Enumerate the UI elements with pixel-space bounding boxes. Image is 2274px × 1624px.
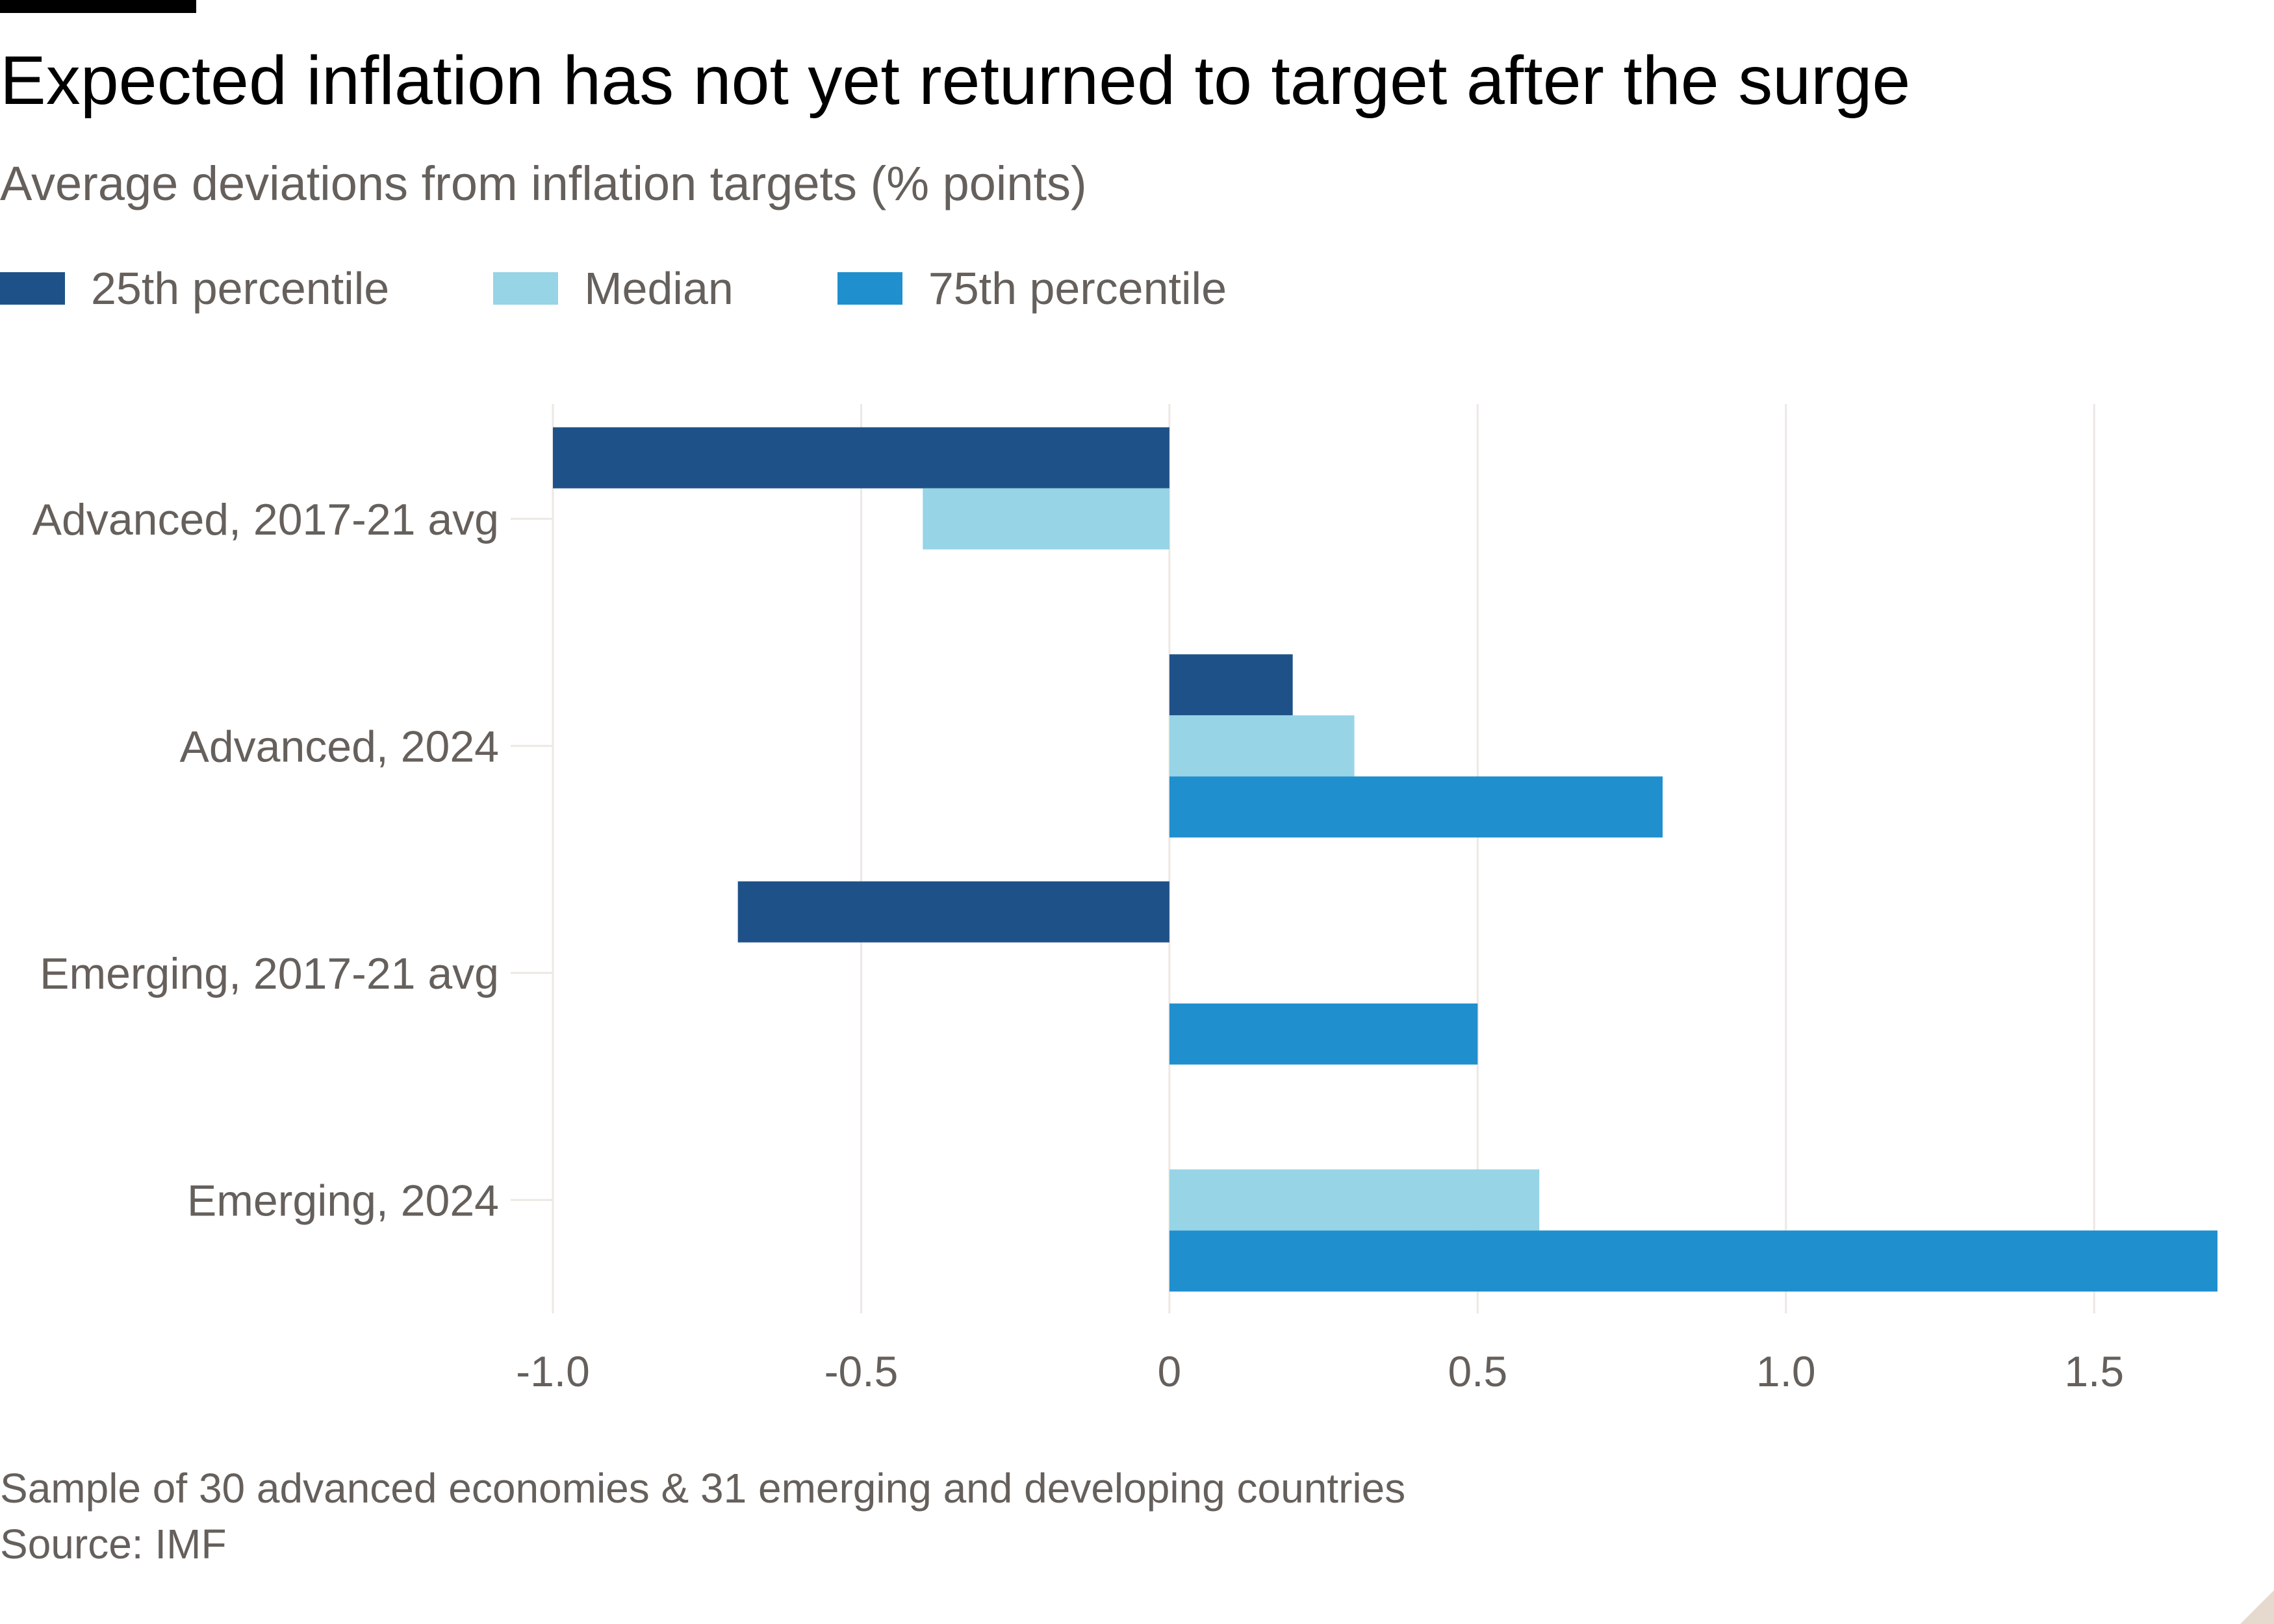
bar-chart: -1.0 -0.5 0 0.5 1.0 1.5 Advanced, 2017-21 avg A… (32, 404, 2217, 1395)
grid-layer (552, 404, 2095, 1313)
x-tick-label: -1.0 (516, 1347, 590, 1395)
axis-layer: -1.0 -0.5 0 0.5 1.0 1.5 Advanced, 2017-21 avg A… (32, 495, 2124, 1395)
legend-item-75th-percentile: 75th percentile (837, 259, 1227, 318)
category-label: Advanced, 2017-21 avg (32, 495, 499, 544)
bar (1169, 654, 1293, 716)
chart-subtitle: Average deviations from inflation target… (0, 157, 1087, 210)
x-tick-label: 0.5 (1448, 1347, 1507, 1395)
x-tick-label: -0.5 (824, 1347, 899, 1395)
x-tick-label: 1.5 (2064, 1347, 2124, 1395)
bar (1169, 1003, 1478, 1065)
category-label: Emerging, 2024 (187, 1176, 499, 1225)
legend-label-median: Median (584, 263, 734, 314)
legend-swatch-median (493, 272, 559, 305)
footnote: Sample of 30 advanced economies & 31 eme… (0, 1460, 1405, 1572)
bar-layer (553, 427, 2217, 1292)
bar (923, 488, 1169, 550)
category-label: Advanced, 2024 (179, 722, 499, 771)
bar (1169, 715, 1355, 777)
footnote-note: Sample of 30 advanced economies & 31 eme… (0, 1465, 1406, 1512)
corner-mark (2240, 1590, 2274, 1624)
legend-swatch-25th-percentile (0, 272, 65, 305)
bar (1169, 1230, 2217, 1292)
x-tick-label: 1.0 (1756, 1347, 1816, 1395)
bar (1169, 1169, 1540, 1231)
legend-label-75th-percentile: 75th percentile (928, 263, 1227, 314)
chart-title: Expected inflation has not yet returned … (0, 42, 1911, 119)
bar (553, 427, 1169, 488)
legend-swatch-75th-percentile (837, 272, 902, 305)
legend: 25th percentile Median 75th percentile (0, 259, 1331, 318)
footnote-source: Source: IMF (0, 1521, 227, 1567)
bar (1169, 776, 1663, 838)
x-tick-label: 0 (1158, 1347, 1182, 1395)
legend-item-median: Median (493, 259, 734, 318)
legend-label-25th-percentile: 25th percentile (91, 263, 390, 314)
category-label: Emerging, 2017-21 avg (40, 949, 499, 998)
top-rule (0, 0, 196, 13)
legend-item-25th-percentile: 25th percentile (0, 259, 389, 318)
bar (737, 881, 1169, 943)
